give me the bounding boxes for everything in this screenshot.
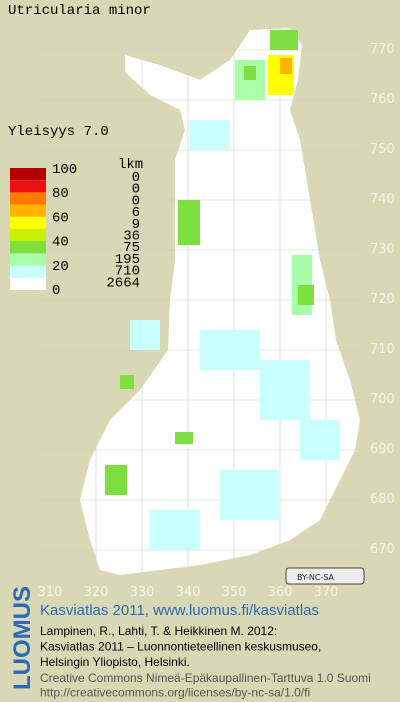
license-line: Creative Commons Nimeä-Epäkaupallinen-Ta… [40, 671, 371, 685]
easting-label: 310 [38, 585, 63, 600]
northing-label: 770 [370, 42, 395, 57]
legend-count: 75 [123, 240, 140, 256]
northing-label: 690 [370, 442, 395, 457]
legend-swatch [10, 229, 46, 242]
occurrence-cells [105, 30, 340, 550]
northing-label: 760 [370, 92, 395, 107]
legend-scale-label: 40 [52, 235, 69, 251]
northing-label: 730 [370, 242, 395, 257]
species-title: Utricularia minor [8, 3, 151, 19]
legend-count: 2664 [106, 275, 140, 291]
site-link: Kasviatlas 2011, www.luomus.fi/kasviatla… [40, 602, 319, 619]
legend-count: 0 [132, 182, 140, 198]
easting-label: 370 [314, 585, 339, 600]
legend-swatch [10, 241, 46, 254]
northing-label: 750 [370, 142, 395, 157]
legend-swatch [10, 277, 46, 290]
northing-label: 720 [370, 292, 395, 307]
northing-label: 700 [370, 392, 395, 407]
legend-swatch [10, 180, 46, 193]
legend-scale-label: 60 [52, 210, 69, 226]
legend-scale-label: 20 [52, 259, 69, 275]
legend-swatch [10, 253, 46, 266]
footer-text: Lampinen, R., Lahti, T. & Heikkinen M. 2… [40, 624, 371, 700]
legend-swatch [10, 265, 46, 278]
northing-label: 670 [370, 542, 395, 557]
easting-label: 360 [268, 585, 293, 600]
legend-count: 9 [132, 217, 140, 233]
legend-swatch [10, 168, 46, 181]
count-header: lkm [118, 157, 143, 173]
license-badge [285, 567, 365, 585]
northing-label: 680 [370, 492, 395, 507]
legend-count: 195 [115, 252, 140, 268]
citation-line: Kasviatlas 2011 – Luonnontieteellinen ke… [40, 640, 321, 654]
legend-count: 0 [132, 170, 140, 186]
legend-scale-label: 100 [52, 162, 77, 178]
easting-label: 330 [130, 585, 155, 600]
license-badge-text: BY-NC-SA [297, 573, 335, 582]
finland-outline [80, 28, 360, 575]
brand: LUOMUS [9, 586, 36, 690]
legend-scale-label: 80 [52, 186, 69, 202]
legend-count: 6 [132, 205, 140, 221]
legend-count: 36 [123, 229, 140, 245]
legend-count: 710 [115, 264, 140, 280]
easting-label: 320 [84, 585, 109, 600]
legend-count: 0 [132, 193, 140, 209]
legend-swatch [10, 204, 46, 217]
northing-label: 710 [370, 342, 395, 357]
citation-line: Helsingin Yliopisto, Helsinki. [40, 655, 190, 669]
license-line: http://creativecommons.org/licenses/by-n… [40, 686, 310, 700]
legend-scale-label: 0 [52, 283, 60, 299]
easting-label: 340 [176, 585, 201, 600]
citation-line: Lampinen, R., Lahti, T. & Heikkinen M. 2… [40, 624, 277, 638]
easting-label: 350 [222, 585, 247, 600]
frequency: Yleisyys 7.0 [8, 124, 109, 140]
legend-swatch [10, 216, 46, 229]
legend-swatch [10, 192, 46, 205]
northing-label: 740 [370, 192, 395, 207]
